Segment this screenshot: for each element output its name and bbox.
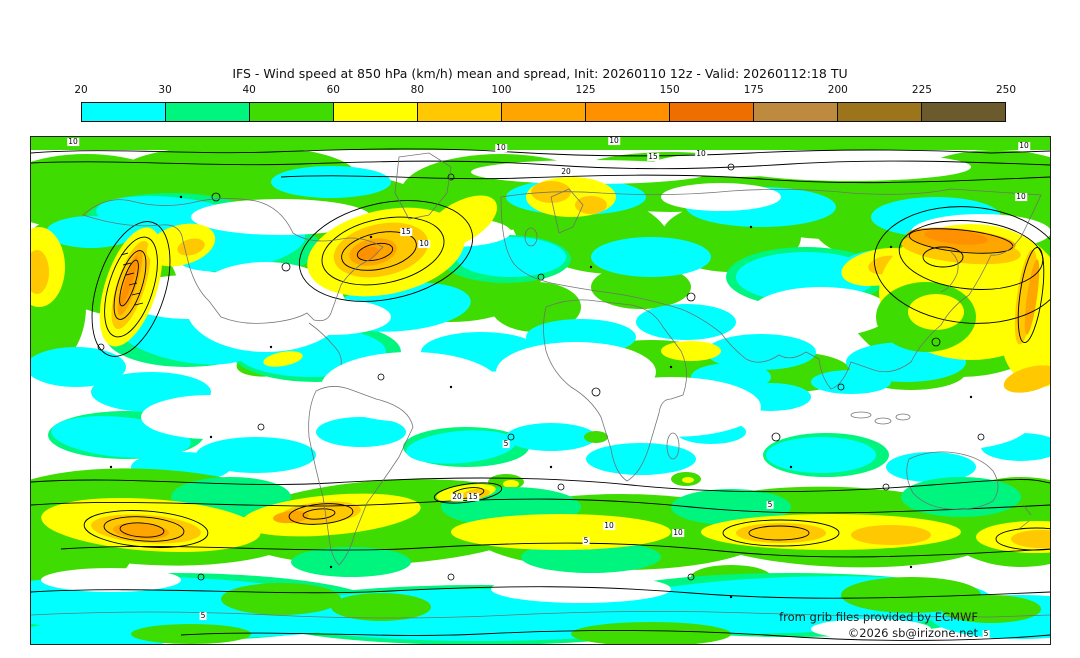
map-plot: 10 10 10 15 20 10 10 10 15 10 5 20 15 10 10 5 5 5 5 from g…: [30, 136, 1051, 645]
colorbar-tick-label: 225: [911, 84, 932, 96]
colorbar-tick-label: 20: [74, 84, 88, 96]
colorbar-tick-label: 175: [743, 84, 764, 96]
colorbar: [81, 102, 1006, 122]
attribution-copyright: ©2026 sb@irizone.net: [847, 626, 978, 640]
colorbar-segment: [585, 103, 669, 121]
colorbar-segment: [669, 103, 753, 121]
colorbar-tick-label: 60: [326, 84, 340, 96]
colorbar-segment: [753, 103, 837, 121]
colorbar-tick-label: 30: [158, 84, 172, 96]
colorbar-segment: [417, 103, 501, 121]
colorbar-tick-row: 20 30 40 60 80 100 125 150 175 200 225 250: [74, 84, 1016, 98]
colorbar-segment: [837, 103, 921, 121]
colorbar-tick-label: 150: [659, 84, 680, 96]
colorbar-tick-label: 200: [827, 84, 848, 96]
colorbar-segment: [921, 103, 1005, 121]
colorbar-tick-label: 125: [575, 84, 596, 96]
colorbar-segment: [333, 103, 417, 121]
chart-title: IFS - Wind speed at 850 hPa (km/h) mean …: [232, 66, 848, 81]
colorbar-tick-label: 40: [242, 84, 256, 96]
colorbar-tick-label: 100: [491, 84, 512, 96]
colorbar-tick-label: 80: [410, 84, 425, 96]
attribution-ecmwf: from grib files provided by ECMWF: [779, 610, 978, 624]
colorbar-segment: [249, 103, 333, 121]
colorbar-segment: [82, 103, 165, 121]
colorbar-segment: [165, 103, 249, 121]
colorbar-tick-label: 250: [995, 84, 1017, 96]
world-wind-map-svg: [31, 137, 1050, 644]
colorbar-segment: [501, 103, 585, 121]
